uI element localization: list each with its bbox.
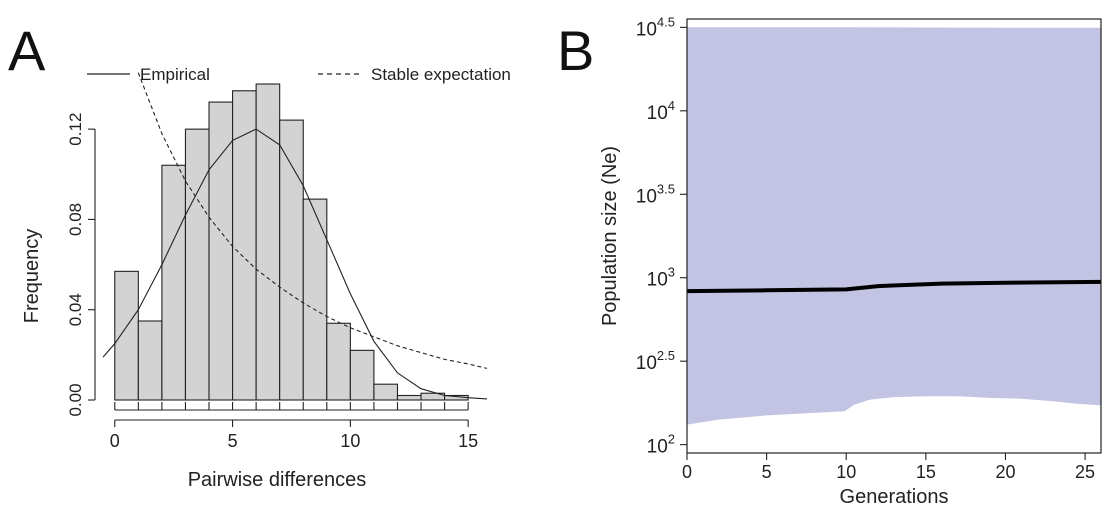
y-tick-label: 103	[647, 265, 675, 291]
y-tick-label: 103.5	[636, 181, 675, 207]
x-tick-label: 5	[228, 431, 238, 451]
histogram-bar	[373, 383, 399, 401]
y-tick-label: 0.08	[66, 203, 85, 236]
histogram-bar	[232, 90, 257, 401]
histogram-bar	[279, 119, 304, 401]
y-tick-label: 104.5	[636, 14, 675, 40]
histogram-bars	[114, 83, 469, 401]
stable-expectation-curve	[137, 72, 488, 369]
histogram-bar	[137, 320, 163, 401]
histogram-bar	[349, 349, 375, 401]
x-axis: 0 5 10 15 20 25	[682, 453, 1095, 482]
x-axis-title: Pairwise differences	[188, 469, 367, 491]
y-tick-label: 0.00	[66, 383, 85, 416]
x-tick-label: 0	[682, 462, 692, 482]
x-axis: 0 5 10 15	[110, 419, 478, 451]
y-tick-label: 102	[647, 432, 675, 458]
histogram-bar	[114, 270, 139, 401]
y-axis-title: Population size (Ne)	[599, 146, 621, 326]
x-tick-label: 5	[762, 462, 772, 482]
y-tick-label: 104	[647, 98, 675, 124]
confidence-band	[687, 27, 1101, 425]
y-tick-label: 0.12	[66, 113, 85, 146]
legend-stable-label: Stable expectation	[371, 65, 511, 84]
histogram-bar	[302, 198, 328, 401]
x-axis-title: Generations	[840, 486, 949, 507]
histogram-bar	[396, 394, 422, 401]
population-size-panel: 102 102.5 103 103.5 104 104.5 0 5 10 15 20 25 Gene…	[599, 14, 1102, 507]
histogram-bar	[208, 101, 234, 401]
x-tick-label: 15	[458, 431, 478, 451]
histogram-panel: 0.00 0.04 0.08 0.12 0 5 10 15 Empirical Stable…	[21, 65, 511, 491]
x-tick-label: 10	[836, 462, 856, 482]
legend: Empirical Stable expectation	[87, 65, 511, 84]
y-axis: 0.00 0.04 0.08 0.12	[66, 113, 96, 417]
x-tick-label: 25	[1075, 462, 1095, 482]
panel-a-letter: A	[8, 19, 46, 82]
y-tick-label: 102.5	[636, 348, 675, 374]
panel-b-letter: B	[557, 19, 594, 82]
histogram-bar	[184, 128, 210, 401]
y-axis-title: Frequency	[21, 229, 43, 324]
y-axis: 102 102.5 103 103.5 104 104.5	[636, 14, 687, 458]
histogram-curves	[102, 72, 488, 400]
x-tick-label: 0	[110, 431, 120, 451]
y-tick-label: 0.04	[66, 293, 85, 326]
x-tick-label: 10	[340, 431, 360, 451]
empirical-curve	[102, 128, 488, 400]
plot-frame	[686, 18, 1102, 454]
x-tick-label: 20	[995, 462, 1015, 482]
legend-empirical-label: Empirical	[140, 65, 210, 84]
histogram-bar	[326, 322, 351, 401]
histogram-bar	[161, 164, 187, 401]
rug-ticks	[114, 402, 469, 411]
median-line	[686, 279, 1102, 294]
x-tick-label: 15	[916, 462, 936, 482]
